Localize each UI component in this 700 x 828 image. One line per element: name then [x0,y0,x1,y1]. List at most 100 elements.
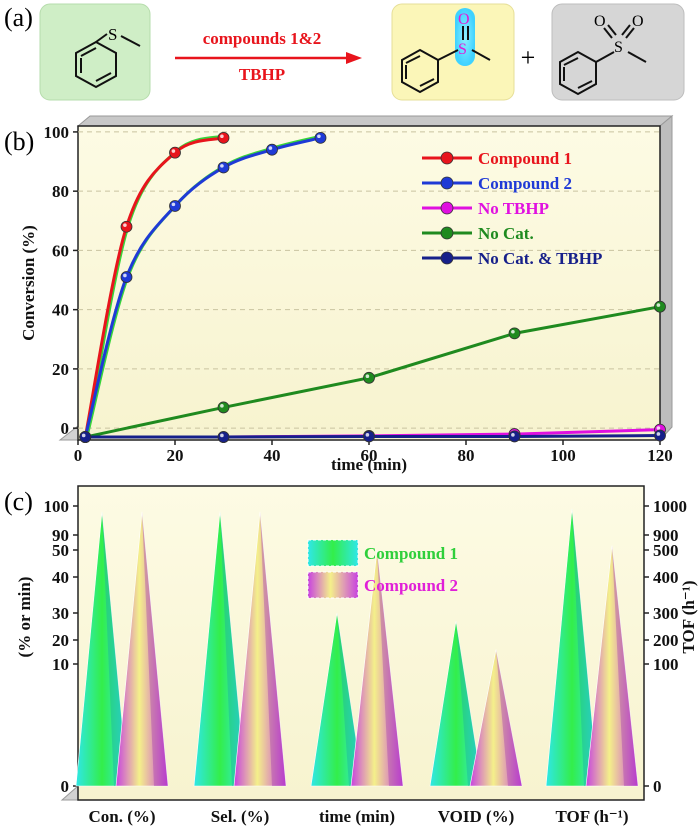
legend-marker-no-tbhp [440,201,454,215]
data-point-shine [511,433,515,437]
y-tick-label: 80 [52,182,69,201]
legend-swatch-compound1 [307,539,359,567]
data-point-shine [123,223,127,227]
data-point-no-cat-tbhp [79,431,92,443]
pyramid-bar-compound-1-3 [429,621,483,787]
thioanisole-structure [75,33,141,89]
atom-o2-sulfone: O [632,13,644,30]
left-tick-label: 40 [52,568,69,587]
right-tick-label: 100 [653,655,679,674]
data-point-shine [656,432,661,436]
plot-c-bars [75,508,639,787]
data-point-shine [81,433,86,438]
legend-marker-no-cat [440,226,454,240]
legend-label-compound-1: Compound 1 [478,149,572,168]
data-point-compound-1 [217,131,230,144]
reagent-tbhp: TBHP [239,65,285,84]
plot-b-xticks: 0 20 40 60 80 100 120 [74,440,673,465]
pyramid-shade-compound-1-3 [456,621,482,786]
pyramid-bar-compound-1-4 [545,508,599,787]
pyramid-bar-compound-2-3 [469,649,523,787]
data-point-shine [171,149,176,153]
x-tick-label: 40 [264,446,281,465]
right-axis-title: TOF (h⁻¹) [679,580,698,653]
x-axis-title: time (min) [331,455,407,474]
right-tick-label: 1000 [653,497,687,516]
data-point-shine [656,303,661,307]
left-tick-label: 50 [52,541,69,560]
left-tick-label: 20 [52,631,69,650]
y-tick-label: 40 [52,301,69,320]
pyramid-bar-compound-2-1 [233,511,287,787]
pyramid-bar-compound-1-1 [193,511,247,787]
plot-b-area [77,125,661,441]
y-axis-title: Conversion (%) [19,225,38,341]
data-point-shine [656,426,661,430]
data-point-shine [220,164,224,168]
left-axis-title: (% or min) [15,577,34,658]
plot-b-series [79,131,666,443]
data-point-compound-2 [120,271,133,283]
data-point-no-cat [654,300,666,313]
category-label: Sel. (%) [211,807,270,826]
data-point-shine [365,374,370,378]
data-point-no-cat-tbhp [508,430,521,443]
sulfoxide-highlight [455,8,475,66]
pyramid-shade-compound-2-1 [260,511,286,786]
data-point-compound-2 [266,143,278,156]
legend-marker-compound-1 [440,151,454,165]
atom-s-sulfoxide: S [458,41,467,58]
right-tick-label: 0 [653,777,662,796]
plot-top-bevel [76,115,674,127]
y-tick-label: 100 [44,123,70,142]
data-point-shine [220,134,224,139]
atom-o-sulfoxide: O [458,11,470,28]
data-point-shine [268,146,273,150]
plot-b-legend: Compound 1 Compound 2 No TBHP No Cat. No Cat… [422,149,602,268]
left-tick-label: 90 [52,526,69,545]
left-tick-label: 10 [52,655,69,674]
plot-b-gridlines [78,131,660,429]
panel-b-label: (b) [4,127,34,156]
legend-label-no-tbhp: No TBHP [478,199,549,218]
pyramid-bar-compound-1-0 [75,511,129,787]
category-label: VOID (%) [438,807,515,826]
atom-s-reactant: S [108,25,117,44]
pyramid-bar-compound-2-4 [585,545,639,787]
right-tick-label: 900 [653,526,679,545]
data-point-shine [123,273,127,278]
left-tick-label: 100 [44,497,70,516]
category-label: TOF (h⁻¹) [555,807,628,826]
panel-c-label: (c) [4,487,33,516]
x-tick-label: 120 [647,446,673,465]
pyramid-shade-compound-1-1 [220,511,246,786]
data-point-compound-1 [169,146,181,159]
legend-marker-no-cat-tbhp [440,251,454,265]
data-point-shine [365,433,370,437]
reagent-compounds: compounds 1&2 [203,29,322,48]
data-point-shine [317,134,321,139]
data-point-compound-2 [169,200,181,212]
data-point-shine [220,404,224,408]
right-tick-label: 500 [653,541,679,560]
legend-label-compound1: Compound 1 [364,544,458,563]
legend-marker-compound-2 [440,176,454,190]
reaction-arrow-head [346,52,362,64]
left-tick-label: 0 [61,777,70,796]
x-tick-label: 60 [361,446,378,465]
data-point-compound-1 [120,220,133,233]
legend-swatch-compound2 [307,571,359,599]
panel-a-label: (a) [4,3,33,32]
y-tick-label: 60 [52,241,69,260]
right-tick-label: 200 [653,631,679,650]
pyramid-shade-compound-2-2 [377,550,403,786]
data-point-compound-2 [314,131,327,144]
legend-label-no-cat-tbhp: No Cat. & TBHP [478,249,602,268]
data-point-shine [171,202,176,207]
category-label: time (min) [319,807,395,826]
sulfone-structure [559,24,647,96]
pyramid-shade-compound-1-0 [102,511,128,786]
pyramid-shade-compound-2-4 [612,545,638,786]
